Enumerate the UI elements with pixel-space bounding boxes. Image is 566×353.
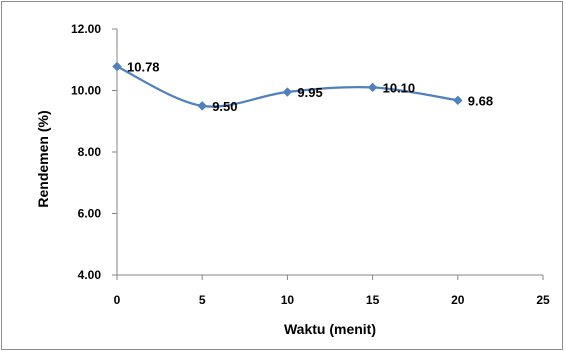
data-point-marker [369,83,377,91]
y-tick-label: 4.00 [78,268,102,282]
y-tick-label: 10.00 [71,84,101,98]
y-axis-ticks: 4.00 6.00 8.00 10.00 12.00 [71,22,117,282]
data-label: 9.68 [468,93,493,108]
data-point-marker [198,102,206,110]
x-axis-title: Waktu (menit) [284,321,376,337]
x-tick-label: 20 [451,293,465,307]
x-tick-label: 5 [199,293,206,307]
data-label: 9.50 [212,99,237,114]
x-tick-label: 10 [281,293,295,307]
y-tick-label: 6.00 [78,207,102,221]
y-axis-title: Rendemen (%) [35,110,51,207]
data-labels: 10.78 9.50 9.95 10.10 9.68 [127,60,493,114]
x-tick-label: 25 [536,293,550,307]
y-tick-label: 8.00 [78,145,102,159]
data-point-marker [283,88,291,96]
data-point-marker [113,63,121,71]
y-tick-label: 12.00 [71,22,101,36]
data-label: 9.95 [297,85,322,100]
x-axis-ticks: 0 5 10 15 20 25 [114,275,550,307]
data-point-marker [454,96,462,104]
x-tick-label: 0 [114,293,121,307]
data-label: 10.10 [383,80,416,95]
data-label: 10.78 [127,60,160,75]
x-tick-label: 15 [366,293,380,307]
